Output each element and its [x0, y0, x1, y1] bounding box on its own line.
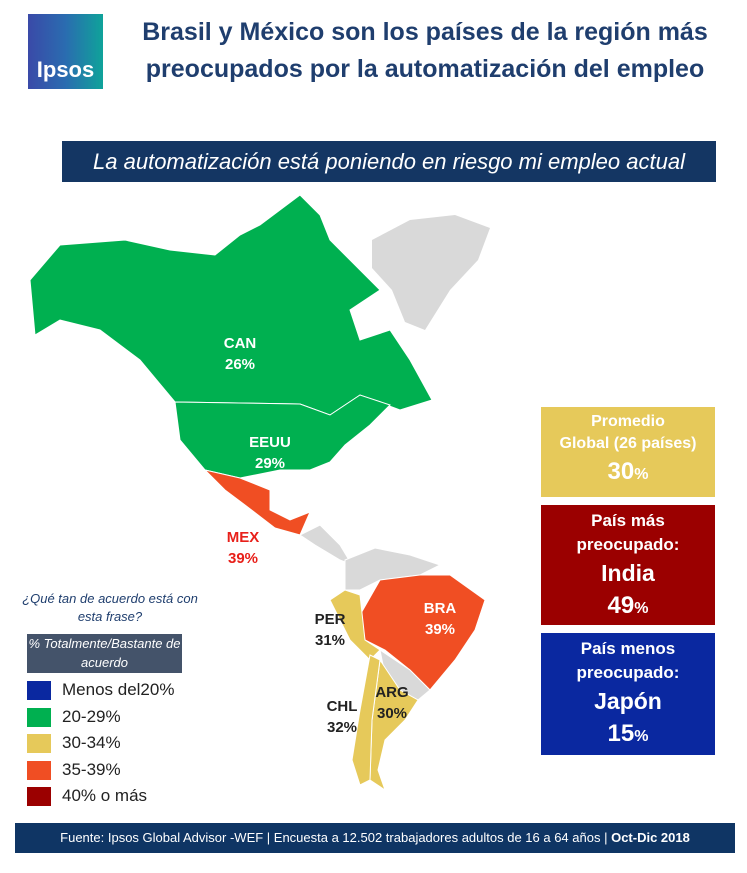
country-code: BRA	[423, 600, 457, 617]
box-line: Global (26 países)	[559, 435, 697, 452]
central-america	[299, 524, 354, 567]
legend-swatch	[27, 761, 51, 781]
legend-item: 40% o más	[27, 786, 148, 807]
country-value: 26%	[224, 356, 256, 373]
region-canada	[29, 194, 433, 416]
logo-text: Ipsos	[36, 57, 95, 82]
region-mexico	[203, 469, 311, 536]
legend-label: Menos del20%	[62, 680, 175, 699]
country-value: 39%	[424, 621, 456, 638]
box-value: 49	[607, 592, 635, 619]
country-value: 32%	[326, 719, 358, 736]
box-pct: %	[634, 728, 649, 745]
label-argentina: ARG 30%	[362, 682, 422, 724]
region-chile	[351, 654, 381, 786]
country-code: ARG	[375, 684, 409, 701]
footer-date: Oct-Dic 2018	[611, 830, 690, 845]
country-code: EEUU	[249, 434, 291, 451]
country-value: 30%	[376, 705, 408, 722]
box-line: preocupado:	[576, 663, 680, 682]
box-line: Promedio	[591, 413, 665, 430]
legend-swatch	[27, 734, 51, 754]
box-line: preocupado:	[576, 535, 680, 554]
legend-label: 40% o más	[62, 786, 148, 805]
country-code: CAN	[223, 335, 257, 352]
region-peru	[329, 589, 381, 661]
legend-item: 30-34%	[27, 733, 121, 754]
country-code: CHL	[326, 698, 358, 715]
legend-label: 35-39%	[62, 760, 121, 779]
box-line: País menos	[580, 639, 676, 658]
greenland	[372, 215, 490, 330]
country-code: MEX	[226, 529, 260, 546]
subtitle-bar: La automatización está poniendo en riesg…	[62, 141, 716, 182]
label-peru: PER 31%	[300, 609, 360, 651]
legend-question: ¿Qué tan de acuerdo está con esta frase?	[22, 591, 198, 624]
box-pct: %	[634, 466, 649, 483]
legend-label: 20-29%	[62, 707, 121, 726]
box-value: 15	[607, 720, 635, 747]
legend-item: 35-39%	[27, 760, 121, 781]
box-value: 30	[607, 458, 635, 485]
label-mexico: MEX 39%	[213, 527, 273, 569]
legend-header: % Totalmente/Bastante de acuerdo	[27, 634, 182, 673]
legend-swatch	[27, 681, 51, 701]
box-country: Japón	[594, 688, 662, 714]
label-canada: CAN 26%	[210, 333, 270, 375]
label-brazil: BRA 39%	[410, 598, 470, 640]
legend-swatch	[27, 708, 51, 728]
source-footer: Fuente: Ipsos Global Advisor -WEF | Encu…	[15, 823, 735, 853]
most-concerned-box: País más preocupado: India 49%	[541, 505, 715, 625]
least-concerned-box: País menos preocupado: Japón 15%	[541, 633, 715, 755]
box-pct: %	[634, 600, 649, 617]
americas-map	[29, 194, 490, 792]
box-line: País más	[591, 511, 665, 530]
legend-item: 20-29%	[27, 707, 121, 728]
box-country: India	[601, 560, 655, 586]
legend-swatch	[27, 787, 51, 807]
legend-item: Menos del20%	[27, 680, 175, 701]
country-code: PER	[314, 611, 346, 628]
legend-label: 30-34%	[62, 733, 121, 752]
ipsos-logo: Ipsos	[28, 14, 103, 89]
label-chile: CHL 32%	[312, 696, 372, 738]
label-usa: EEUU 29%	[240, 432, 300, 474]
footer-source: Fuente: Ipsos Global Advisor -WEF | Encu…	[60, 830, 612, 845]
global-average-box: Promedio Global (26 países) 30%	[541, 407, 715, 497]
page-title: Brasil y México son los países de la reg…	[142, 18, 708, 83]
country-value: 31%	[314, 632, 346, 649]
country-value: 29%	[254, 455, 286, 472]
country-value: 39%	[227, 550, 259, 567]
